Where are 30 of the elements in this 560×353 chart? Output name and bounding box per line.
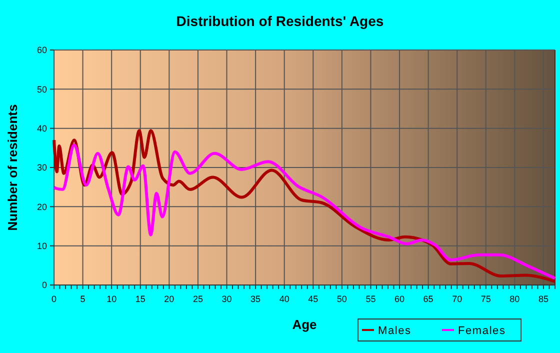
- x-tick-label: 35: [250, 294, 261, 304]
- x-tick-label: 75: [480, 294, 491, 304]
- x-tick-label: 45: [308, 294, 318, 304]
- y-tick-label: 50: [36, 84, 47, 94]
- x-axis-title: Age: [292, 317, 317, 332]
- x-tick-label: 20: [164, 294, 174, 304]
- y-tick-label: 0: [42, 280, 47, 290]
- y-tick-label: 30: [36, 162, 47, 173]
- y-tick-label: 40: [36, 123, 47, 134]
- x-tick-label: 60: [394, 294, 405, 304]
- legend-label: Males: [378, 324, 412, 337]
- x-tick-label: 85: [538, 294, 548, 304]
- x-tick-label: 80: [510, 294, 520, 304]
- x-tick-label: 40: [279, 294, 290, 304]
- x-tick-label: 55: [366, 294, 376, 304]
- y-tick-label: 10: [36, 240, 47, 251]
- x-tick-label: 70: [452, 294, 462, 304]
- legend-label: Females: [458, 324, 506, 337]
- x-tick-label: 50: [336, 294, 347, 304]
- x-tick-label: 10: [106, 294, 117, 304]
- chart-title: Distribution of Residents' Ages: [176, 13, 384, 29]
- x-tick-label: 30: [222, 294, 232, 304]
- x-tick-label: 25: [192, 294, 203, 304]
- x-tick-label: 0: [51, 294, 57, 304]
- y-axis-title: Number of residents: [5, 104, 20, 231]
- x-tick-label: 65: [423, 294, 434, 304]
- y-tick-label: 20: [36, 202, 47, 212]
- x-tick-label: 15: [135, 294, 146, 304]
- x-tick-label: 5: [80, 294, 86, 304]
- y-tick-label: 60: [36, 45, 47, 56]
